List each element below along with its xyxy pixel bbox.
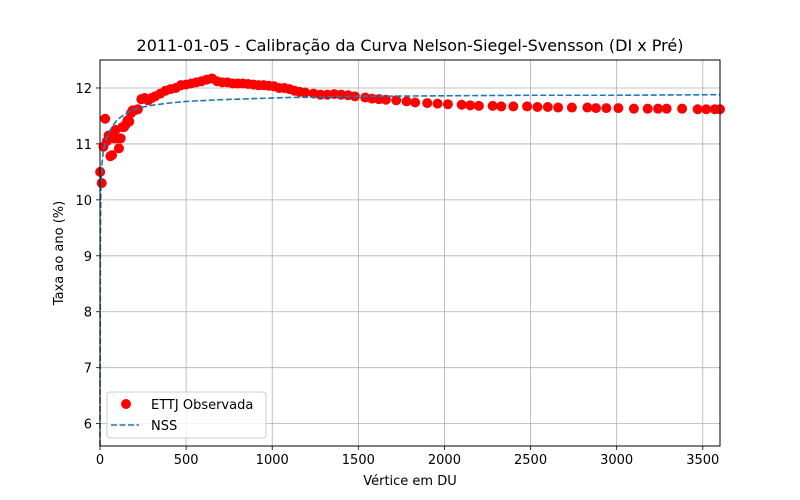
x-tick-label: 3500 [686,453,719,468]
vertical-gridlines [99,60,704,446]
legend: ETTJ Observada NSS [106,391,267,439]
x-tick-label: 0 [96,453,104,468]
observed-point [465,100,476,111]
observed-series [95,73,725,189]
observed-point [107,150,118,161]
legend-label-nss: NSS [151,419,177,434]
observed-point [124,116,135,127]
x-tick-label: 500 [174,453,199,468]
y-tick-label: 7 [84,362,92,377]
y-axis-label: Taxa ao ano (%) [52,201,67,306]
observed-point [422,98,433,109]
observed-point [401,96,412,107]
chart-title: 2011-01-05 - Calibração da Curva Nelson-… [137,36,684,55]
observed-point [380,94,391,105]
x-tick-label: 2000 [428,453,461,468]
x-tick-label: 1000 [256,453,289,468]
observed-point [496,101,507,112]
observed-point [591,103,601,114]
legend-label-observed: ETTJ Observada [151,398,253,413]
plot-background [100,60,720,446]
horizontal-gridlines [100,87,720,425]
y-tick-label: 11 [75,138,92,153]
legend-box [106,391,267,439]
x-tick-label: 1500 [342,453,375,468]
observed-point [391,95,402,106]
observed-point [542,101,553,112]
y-tick-label: 6 [84,418,92,433]
observed-point [100,113,111,124]
x-axis-ticks: 0 500 1000 1500 2000 2500 3000 3500 [96,446,719,468]
observed-point [628,103,639,114]
plot-area: 0 500 1000 1500 2000 2500 3000 3500 6 7 8 9 10 11 12 [75,59,725,468]
nss-series-line [99,93,721,447]
observed-point [410,97,421,108]
y-tick-label: 12 [75,82,92,97]
x-axis-label: Vértice em DU [363,474,457,489]
legend-marker-observed [121,399,131,409]
observed-point [677,103,688,114]
observed-point [132,104,143,115]
observed-point [432,98,443,109]
observed-point [692,104,703,115]
observed-point [442,99,453,110]
x-tick-label: 3000 [600,453,633,468]
observed-point [487,100,498,111]
observed-point [115,133,126,144]
x-tick-label: 2500 [514,453,547,468]
observed-point [613,103,624,114]
observed-point [582,102,593,113]
plot-frame [99,59,721,447]
observed-point [701,104,712,115]
y-tick-label: 8 [84,306,92,321]
observed-point [553,102,564,113]
observed-point [653,103,663,114]
observed-point [532,101,543,112]
y-tick-label: 10 [75,194,92,209]
observed-point [456,99,467,110]
observed-point [508,101,519,112]
observed-point [96,178,107,189]
observed-point [661,103,672,114]
observed-point [113,143,124,154]
observed-point [566,102,577,113]
y-tick-label: 9 [84,250,92,265]
observed-point [299,87,310,98]
observed-point [601,103,612,114]
observed-point [473,100,484,111]
y-axis-ticks: 6 7 8 9 10 11 12 [75,82,100,433]
observed-point [522,101,533,112]
observed-point [642,103,653,114]
